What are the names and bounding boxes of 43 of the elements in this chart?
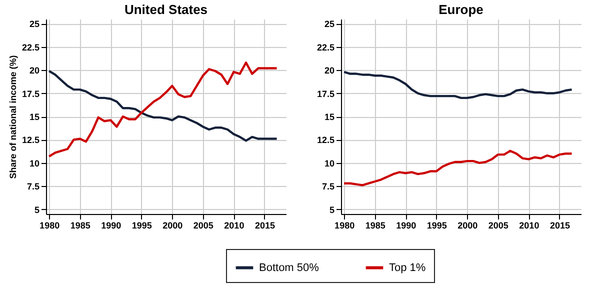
y-tick-label: 22.5 <box>316 42 334 52</box>
y-tick-label: 15 <box>324 112 334 122</box>
legend-label: Bottom 50% <box>259 262 320 274</box>
y-tick-label: 17.5 <box>22 88 40 99</box>
y-tick-label: 12.5 <box>316 135 334 146</box>
y-tick-label: 17.5 <box>316 88 334 99</box>
y-tick-label: 15 <box>29 112 40 122</box>
chart-title: Europe <box>438 2 484 17</box>
line-series <box>48 62 278 158</box>
y-axis-title: Share of national income (%) <box>8 55 18 179</box>
y-tick-label: 25 <box>29 19 40 30</box>
x-tick-label: 2010 <box>519 220 540 230</box>
x-tick-label: 1980 <box>40 220 60 230</box>
x-tick-label: 1980 <box>334 220 355 230</box>
y-tick-label: 20 <box>324 66 334 76</box>
x-tick-label: 2000 <box>162 220 183 230</box>
line-series <box>342 70 573 100</box>
y-tick-label: 7.5 <box>322 182 334 192</box>
x-tick-label: 1995 <box>132 220 152 230</box>
y-tick-label: 25 <box>324 19 334 30</box>
y-tick-label: 5 <box>329 204 334 215</box>
y-tick-label: 22.5 <box>22 42 40 52</box>
y-tick-label: 10 <box>324 158 334 168</box>
x-tick-label: 2010 <box>224 220 244 230</box>
x-tick-label: 1990 <box>396 220 416 230</box>
x-tick-label: 1995 <box>426 220 447 230</box>
line-series <box>48 70 278 142</box>
x-tick-label: 1990 <box>101 220 122 230</box>
y-tick-label: 12.5 <box>22 135 40 146</box>
x-tick-label: 2015 <box>254 220 275 230</box>
y-tick-label: 20 <box>29 66 40 76</box>
x-tick-label: 1985 <box>365 220 386 230</box>
x-tick-label: 2000 <box>458 220 478 230</box>
line-series <box>342 150 573 186</box>
x-tick-label: 2005 <box>488 220 508 230</box>
y-tick-label: 5 <box>34 204 40 215</box>
y-tick-label: 10 <box>29 158 40 168</box>
y-tick-label: 7.5 <box>26 182 40 192</box>
x-tick-label: 2015 <box>550 220 570 230</box>
x-tick-label: 1985 <box>70 220 90 230</box>
legend-label: Top 1% <box>389 262 426 274</box>
chart-title: United States <box>124 2 208 17</box>
x-tick-label: 2005 <box>193 220 214 230</box>
